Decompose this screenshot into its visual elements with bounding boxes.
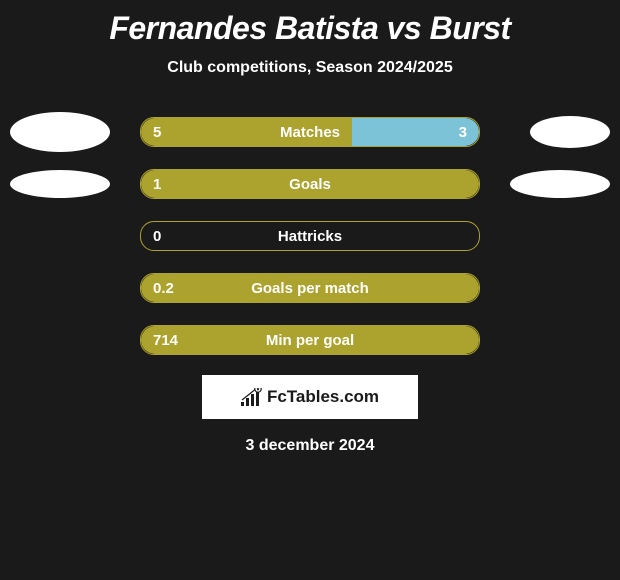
comparison-chart: 5 Matches 3 1 Goals 0 Hattricks: [0, 117, 620, 355]
player1-value: 0: [153, 228, 161, 245]
player1-value: 1: [153, 176, 161, 193]
bar-track: 0.2 Goals per match: [140, 273, 480, 303]
metric-label: Hattricks: [278, 228, 342, 245]
chart-row: 714 Min per goal: [0, 325, 620, 355]
player1-avatar: [10, 170, 110, 198]
brand-badge[interactable]: FcTables.com: [202, 375, 418, 419]
player2-value: 3: [459, 124, 467, 141]
metric-label: Matches: [280, 124, 340, 141]
bar-track: 0 Hattricks: [140, 221, 480, 251]
player2-avatar: [510, 170, 610, 198]
player2-avatar: [530, 116, 610, 148]
chart-row: 1 Goals: [0, 169, 620, 199]
bar-track: 5 Matches 3: [140, 117, 480, 147]
chart-icon: [241, 388, 263, 406]
chart-row: 5 Matches 3: [0, 117, 620, 147]
metric-label: Min per goal: [266, 332, 354, 349]
bar-track: 714 Min per goal: [140, 325, 480, 355]
chart-row: 0 Hattricks: [0, 221, 620, 251]
brand-text: FcTables.com: [267, 387, 379, 407]
subtitle: Club competitions, Season 2024/2025: [167, 59, 452, 77]
player1-value: 0.2: [153, 280, 174, 297]
date-text: 3 december 2024: [246, 437, 375, 455]
chart-row: 0.2 Goals per match: [0, 273, 620, 303]
page-title: Fernandes Batista vs Burst: [109, 10, 510, 47]
bar-track: 1 Goals: [140, 169, 480, 199]
player1-value: 5: [153, 124, 161, 141]
player1-avatar: [10, 112, 110, 152]
player1-value: 714: [153, 332, 178, 349]
metric-label: Goals: [289, 176, 331, 193]
metric-label: Goals per match: [251, 280, 369, 297]
